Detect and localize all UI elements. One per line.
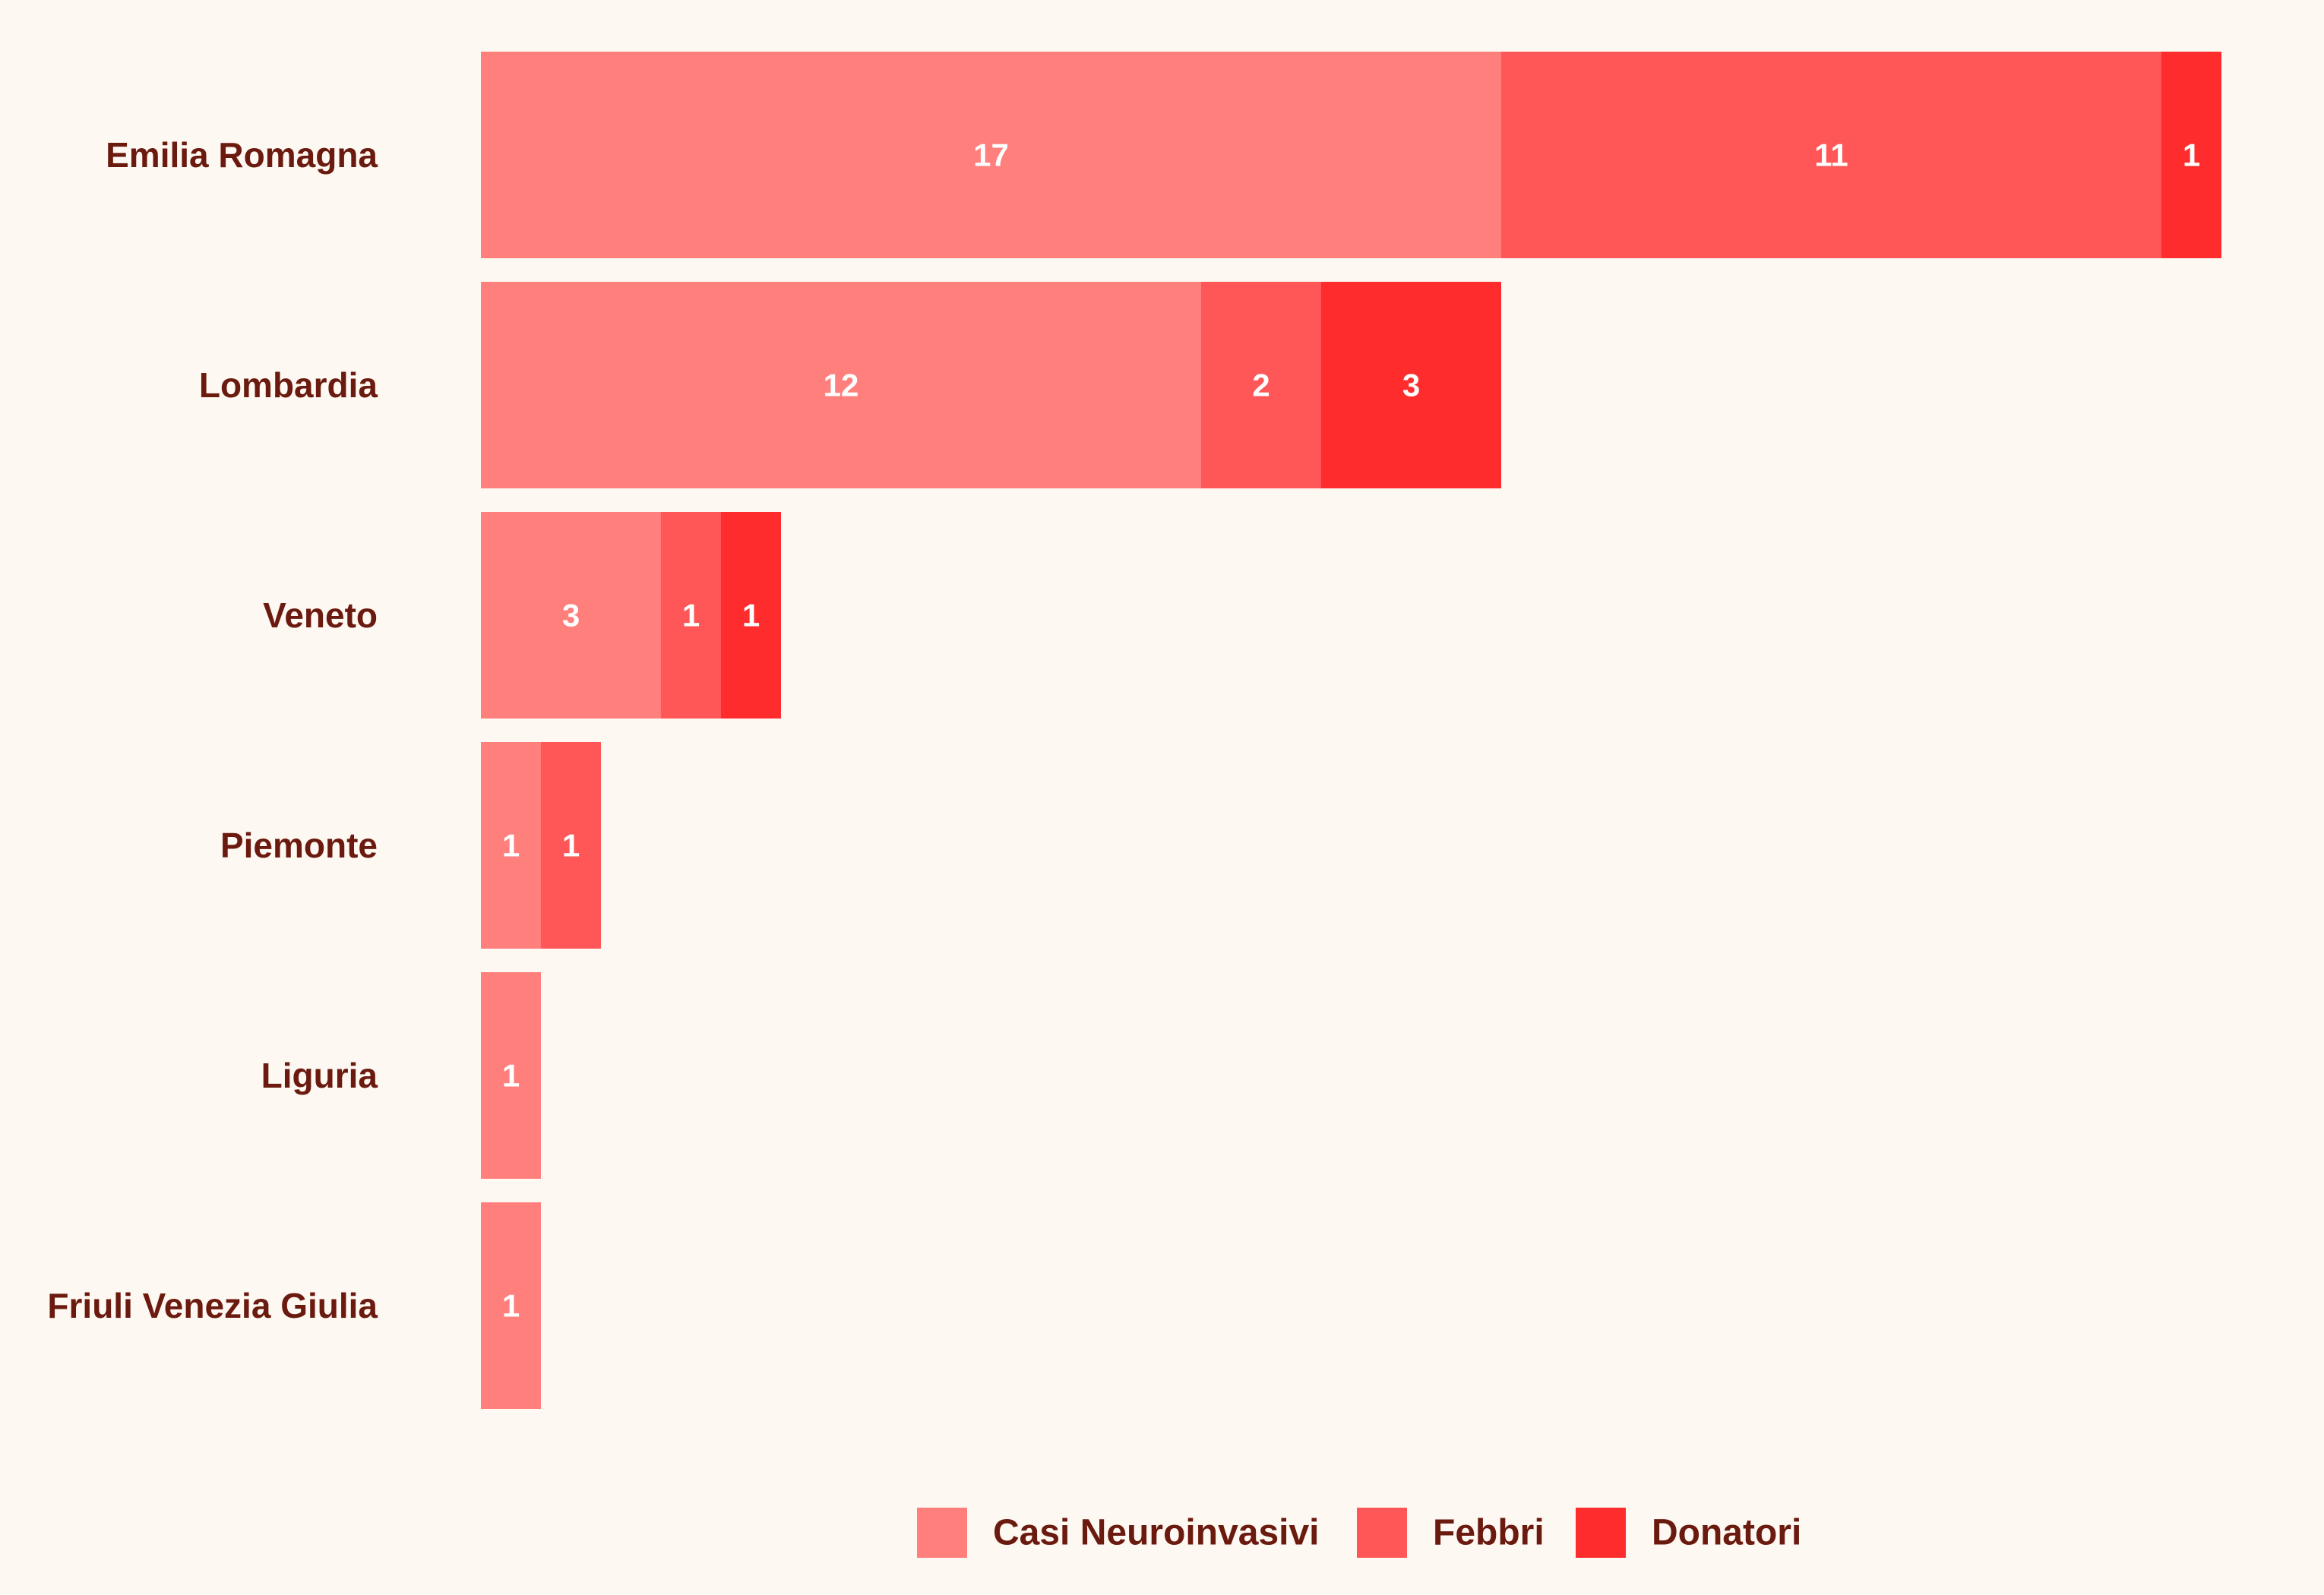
bar-piemonte-febbri [541, 742, 601, 949]
bar-lombardia-febbri [1201, 282, 1321, 488]
data-label-veneto-casi-neuroinvasivi: 3 [562, 598, 580, 633]
category-label-liguria: Liguria [261, 1056, 378, 1095]
legend: Casi Neuroinvasivi Febbri Donatori [917, 1508, 1801, 1558]
category-label-piemonte: Piemonte [220, 826, 378, 865]
category-labels: Emilia Romagna Lombardia Veneto Piemonte Lig… [47, 135, 378, 1325]
category-label-friuli-venezia-giulia: Friuli Venezia Giulia [47, 1286, 378, 1325]
bar-veneto-febbri [661, 512, 721, 719]
legend-swatch-donatori [1576, 1508, 1626, 1558]
bar-value-labels: 17 11 112 2 33 1 11 111 [502, 137, 2200, 1324]
category-label-veneto: Veneto [263, 595, 378, 635]
legend-swatch-casi-neuroinvasivi [917, 1508, 967, 1558]
bar-lombardia-casi-neuroinvasivi [481, 282, 1201, 488]
data-label-piemonte-casi-neuroinvasivi: 1 [502, 828, 520, 864]
data-label-lombardia-febbri: 2 [1252, 368, 1270, 403]
bar-friuli-venezia-giulia-casi-neuroinvasivi [481, 1202, 541, 1409]
bar-lombardia-donatori [1321, 282, 1501, 488]
data-label-lombardia-donatori: 3 [1402, 368, 1420, 403]
bar-veneto-donatori [721, 512, 781, 719]
legend-label-donatori: Donatori [1652, 1513, 1801, 1553]
bar-liguria-casi-neuroinvasivi [481, 972, 541, 1179]
bar-emilia-romagna-febbri [1501, 52, 2161, 258]
data-label-veneto-donatori: 1 [742, 598, 760, 633]
legend-swatch-febbri [1357, 1508, 1407, 1558]
category-label-emilia-romagna: Emilia Romagna [106, 135, 378, 175]
data-label-friuli-venezia-giulia-casi-neuroinvasivi: 1 [502, 1288, 520, 1324]
bars [481, 52, 2221, 1409]
legend-label-febbri: Febbri [1433, 1513, 1545, 1553]
data-label-piemonte-febbri: 1 [562, 828, 580, 864]
bar-emilia-romagna-casi-neuroinvasivi [481, 52, 1501, 258]
bar-emilia-romagna-donatori [2161, 52, 2221, 258]
bar-piemonte-casi-neuroinvasivi [481, 742, 541, 949]
category-label-lombardia: Lombardia [199, 365, 378, 405]
data-label-emilia-romagna-febbri: 11 [1814, 137, 1848, 173]
data-label-emilia-romagna-casi-neuroinvasivi: 17 [973, 137, 1009, 173]
bar-veneto-casi-neuroinvasivi [481, 512, 661, 719]
data-label-lombardia-casi-neuroinvasivi: 12 [824, 368, 859, 403]
legend-label-casi-neuroinvasivi: Casi Neuroinvasivi [993, 1513, 1320, 1553]
data-label-emilia-romagna-donatori: 1 [2183, 137, 2200, 173]
data-label-veneto-febbri: 1 [682, 598, 700, 633]
data-label-liguria-casi-neuroinvasivi: 1 [502, 1058, 520, 1094]
